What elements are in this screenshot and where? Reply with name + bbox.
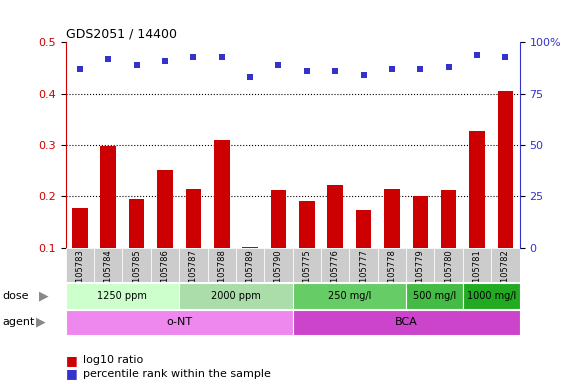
Text: 2000 ppm: 2000 ppm <box>211 291 261 301</box>
Bar <box>186 189 201 299</box>
Text: GSM105784: GSM105784 <box>104 250 112 300</box>
Bar <box>469 131 485 299</box>
Text: ▶: ▶ <box>39 290 49 303</box>
Bar <box>271 190 286 299</box>
Bar <box>497 91 513 299</box>
Text: GDS2051 / 14400: GDS2051 / 14400 <box>66 27 176 40</box>
Bar <box>412 196 428 299</box>
Bar <box>378 248 406 282</box>
Text: GSM105783: GSM105783 <box>75 250 85 300</box>
Text: 1000 mg/l: 1000 mg/l <box>467 291 516 301</box>
Text: 500 mg/l: 500 mg/l <box>413 291 456 301</box>
Bar <box>242 247 258 299</box>
Text: GSM105790: GSM105790 <box>274 250 283 300</box>
Text: GSM105780: GSM105780 <box>444 250 453 300</box>
Bar <box>66 283 179 309</box>
Bar <box>66 310 292 335</box>
Text: BCA: BCA <box>395 317 417 327</box>
Text: GSM105785: GSM105785 <box>132 250 141 300</box>
Bar <box>463 283 520 309</box>
Text: percentile rank within the sample: percentile rank within the sample <box>83 369 271 379</box>
Text: 250 mg/l: 250 mg/l <box>328 291 371 301</box>
Bar <box>122 248 151 282</box>
Bar <box>463 248 491 282</box>
Bar <box>349 248 378 282</box>
Text: ▶: ▶ <box>36 316 46 329</box>
Text: GSM105786: GSM105786 <box>160 250 170 300</box>
Bar <box>129 199 144 299</box>
Bar <box>292 310 520 335</box>
Bar <box>179 283 292 309</box>
Bar <box>236 248 264 282</box>
Bar <box>406 283 463 309</box>
Text: GSM105777: GSM105777 <box>359 250 368 300</box>
Bar <box>264 248 292 282</box>
Bar <box>179 248 207 282</box>
Text: 1250 ppm: 1250 ppm <box>98 291 147 301</box>
Bar <box>151 248 179 282</box>
Text: GSM105788: GSM105788 <box>217 250 226 300</box>
Text: GSM105782: GSM105782 <box>501 250 510 300</box>
Text: ■: ■ <box>66 367 78 380</box>
Text: GSM105776: GSM105776 <box>331 250 340 300</box>
Bar <box>356 210 371 299</box>
Bar <box>435 248 463 282</box>
Bar <box>327 185 343 299</box>
Bar <box>214 140 230 299</box>
Bar <box>66 248 94 282</box>
Text: GSM105775: GSM105775 <box>302 250 311 300</box>
Bar <box>100 146 116 299</box>
Text: GSM105778: GSM105778 <box>388 250 396 300</box>
Bar <box>72 208 88 299</box>
Bar <box>157 170 173 299</box>
Bar <box>94 248 122 282</box>
Bar <box>207 248 236 282</box>
Bar <box>321 248 349 282</box>
Text: dose: dose <box>3 291 29 301</box>
Bar <box>293 248 321 282</box>
Text: o-NT: o-NT <box>166 317 192 327</box>
Bar <box>406 248 435 282</box>
Text: GSM105789: GSM105789 <box>246 250 255 300</box>
Bar <box>384 189 400 299</box>
Text: GSM105781: GSM105781 <box>473 250 481 300</box>
Text: ■: ■ <box>66 354 78 367</box>
Bar <box>292 283 406 309</box>
Text: GSM105779: GSM105779 <box>416 250 425 300</box>
Bar <box>491 248 520 282</box>
Text: log10 ratio: log10 ratio <box>83 355 143 365</box>
Bar <box>299 202 315 299</box>
Text: GSM105787: GSM105787 <box>189 250 198 300</box>
Bar <box>441 190 456 299</box>
Text: agent: agent <box>3 317 35 327</box>
